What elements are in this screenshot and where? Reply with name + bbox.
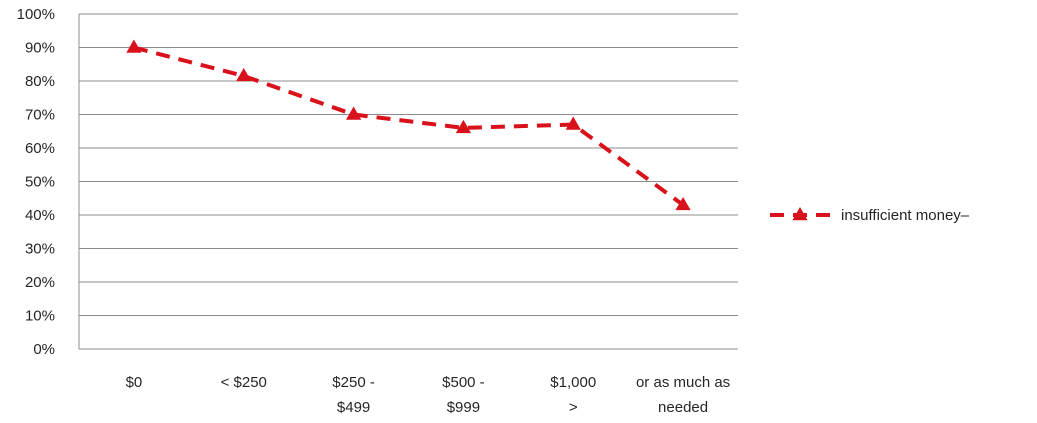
- y-tick-label: 20%: [25, 274, 55, 291]
- x-axis-tick-labels: $0 < $250 $250 -$499 $500 -$999 $1,000 > or as…: [126, 374, 731, 416]
- x-tick-label: $250 -$499: [332, 374, 375, 416]
- y-tick-label: 10%: [25, 308, 55, 325]
- series-insufficient-money: [126, 39, 691, 211]
- legend: insufficient money–: [770, 207, 970, 224]
- x-tick-label: < $250: [221, 374, 267, 391]
- data-point-marker: [565, 116, 581, 130]
- data-point-marker: [236, 67, 252, 82]
- data-point-marker: [675, 196, 691, 211]
- y-tick-label: 40%: [25, 207, 55, 224]
- gridlines: [79, 13, 738, 316]
- series-line: [133, 45, 685, 207]
- y-tick-label: 60%: [25, 140, 55, 157]
- y-tick-label: 70%: [25, 107, 55, 124]
- legend-label: insufficient money–: [841, 207, 970, 224]
- y-tick-label: 0%: [33, 341, 55, 358]
- y-tick-label: 50%: [25, 174, 55, 191]
- data-point-marker: [126, 39, 142, 53]
- legend-triangle-marker: [792, 207, 808, 221]
- y-tick-label: 80%: [25, 73, 55, 90]
- axes: [78, 14, 738, 350]
- x-tick-label: $500 -$999: [442, 374, 485, 416]
- y-tick-label: 100%: [17, 6, 55, 23]
- y-tick-label: 90%: [25, 40, 55, 57]
- y-axis-tick-labels: 0% 10% 20% 30% 40% 50% 60% 70% 80% 90% 100%: [17, 6, 55, 358]
- x-tick-label: $0: [126, 374, 143, 391]
- data-point-marker: [455, 119, 472, 134]
- x-tick-label: $1,000 >: [550, 374, 596, 416]
- y-tick-label: 30%: [25, 241, 55, 258]
- x-tick-label: or as much as needed: [636, 374, 730, 416]
- data-point-marker: [345, 106, 362, 120]
